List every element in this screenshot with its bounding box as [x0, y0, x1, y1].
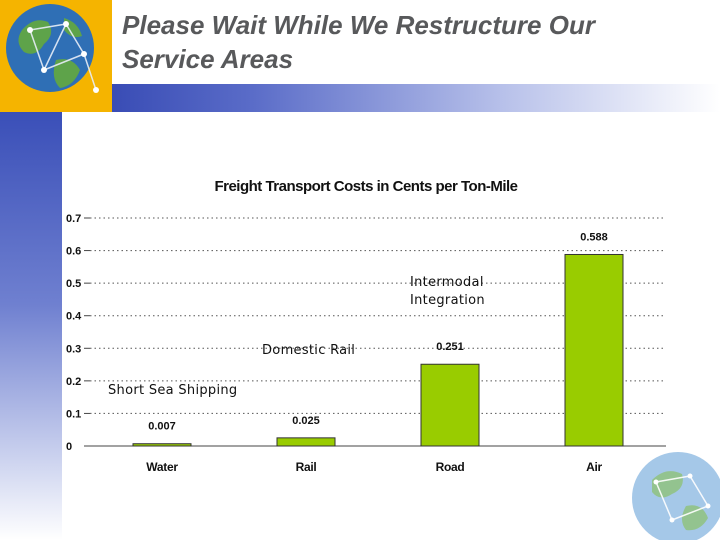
slide-title-line-2: Service Areas: [122, 44, 294, 74]
annotation-intermodal-integration: Intermodal Integration: [410, 275, 485, 308]
x-axis-ticks: Water Rail Road Air: [146, 460, 603, 474]
bar-road: [420, 363, 480, 447]
globe-network-icon: [6, 4, 99, 93]
slide-title-line-1: Please Wait While We Restructure Our: [122, 10, 595, 40]
slide-title: Please Wait While We Restructure Our Ser…: [122, 8, 702, 76]
x-tick-label: Water: [146, 460, 178, 474]
gridlines: [90, 217, 666, 414]
header-gradient-stripe: [0, 84, 720, 112]
x-tick-label: Road: [436, 460, 465, 474]
bar-water: [132, 443, 192, 447]
x-tick-label: Air: [586, 460, 602, 474]
chart-title: Freight Transport Costs in Cents per Ton…: [214, 178, 517, 195]
y-tick-label: 0.1: [66, 408, 81, 420]
y-tick-label: 0.3: [66, 343, 81, 355]
globe-network-icon: [632, 452, 720, 544]
bar-air: [564, 253, 624, 447]
left-gradient-bar: [0, 112, 62, 540]
value-label: 0.007: [148, 421, 176, 433]
value-label: 0.588: [580, 231, 608, 243]
y-tick-label: 0.7: [66, 213, 81, 225]
header-globe-logo: [0, 0, 112, 112]
annotations: Short Sea Shipping Domestic Rail Intermoda…: [108, 275, 485, 398]
y-tick-label: 0.6: [66, 246, 81, 258]
y-tick-label: 0.2: [66, 376, 81, 388]
annotation-short-sea-shipping: Short Sea Shipping: [108, 383, 237, 398]
value-label: 0.025: [292, 415, 320, 427]
bar-rail: [276, 437, 336, 447]
bars: [132, 253, 624, 447]
y-tick-label: 0.5: [66, 278, 81, 290]
x-tick-label: Rail: [296, 460, 317, 474]
y-axis-ticks: 0 0.1 0.2 0.3 0.4 0.5 0.6 0.7: [66, 213, 90, 453]
y-tick-label: 0: [66, 441, 72, 453]
value-labels: 0.007 0.025 0.251 0.588: [148, 231, 608, 432]
y-tick-label: 0.4: [66, 311, 82, 323]
value-label: 0.251: [436, 341, 464, 353]
corner-globe-logo: [616, 436, 720, 544]
annotation-domestic-rail: Domestic Rail: [262, 343, 355, 358]
